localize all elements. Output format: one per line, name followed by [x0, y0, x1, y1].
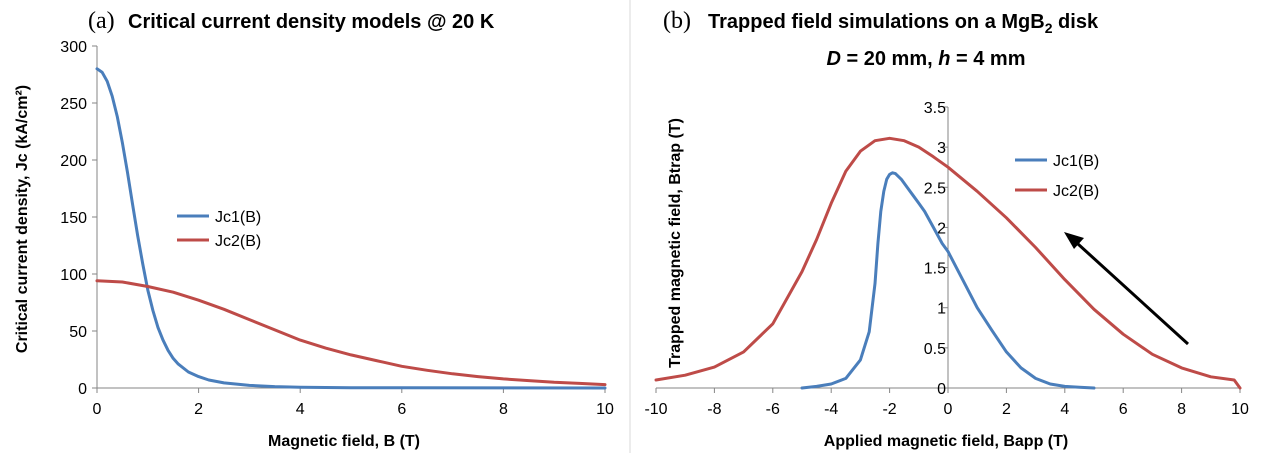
panel-a-tag: (a)	[88, 8, 115, 34]
panel-a-ylabel: Critical current density, Jc (kA/cm²)	[14, 85, 31, 353]
panel-b-title-subscript: 2	[1045, 20, 1053, 36]
panel-a-y-tick-label: 250	[60, 96, 87, 113]
panel-b-x-tick-label: -6	[766, 401, 780, 418]
trend-arrow-shaft	[1076, 242, 1190, 346]
panel-b-legend: Jc1(B) Jc2(B)	[1015, 153, 1099, 200]
panel-a-legend-label: Jc1(B)	[215, 209, 261, 226]
panel-b-x-tick-label: 6	[1119, 401, 1128, 418]
panel-b-y-tick-label: 3.5	[924, 100, 946, 117]
panel-b: (b) Trapped field simulations on a MgB2 …	[644, 8, 1249, 450]
panel-b-y-tick-label: 0.5	[924, 341, 946, 358]
panel-a-y-tick-label: 50	[69, 324, 87, 341]
panel-a-y-tick-label: 0	[78, 381, 87, 398]
panel-b-legend-label: Jc1(B)	[1053, 153, 1099, 170]
panel-b-subtitle-h-value: = 4 mm	[950, 48, 1025, 70]
trend-arrow	[1064, 232, 1190, 346]
panel-b-legend-label: Jc2(B)	[1053, 183, 1099, 200]
panel-a-x-tick-label: 2	[194, 401, 203, 418]
panel-b-xlabel: Applied magnetic field, Bapp (T)	[824, 433, 1068, 450]
panel-b-subtitle-h: h	[938, 48, 950, 70]
panel-a-x-tick-label: 0	[93, 401, 102, 418]
panel-a-y-tick-label: 200	[60, 153, 87, 170]
panel-b-x-tick-label: 10	[1231, 401, 1249, 418]
trend-arrow-head	[1064, 232, 1084, 249]
panel-b-series-jc1-b	[800, 171, 1096, 390]
panel-b-tag: (b)	[663, 8, 691, 34]
panel-b-y-tick-label: 1.5	[924, 261, 946, 278]
panel-a-legend-label: Jc2(B)	[215, 233, 261, 250]
panel-b-title-suffix: disk	[1053, 11, 1099, 33]
panel-b-y-tick-label: 3	[937, 140, 946, 157]
panel-a-y-tick-label: 150	[60, 210, 87, 227]
panel-b-subtitle-d-value: = 20 mm,	[841, 48, 938, 70]
panel-a-legend: Jc1(B) Jc2(B)	[177, 209, 261, 250]
panel-a-x-tick-label: 4	[296, 401, 305, 418]
panel-b-y-tick-label: 1	[937, 301, 946, 318]
panel-a-series-jc1-b	[95, 67, 607, 390]
panel-a-y-tick-label: 300	[60, 39, 87, 56]
panel-b-subtitle: D = 20 mm, h = 4 mm	[827, 48, 1026, 70]
panel-b-y-tick-label: 2.5	[924, 180, 946, 197]
panel-b-x-tick-label: -8	[707, 401, 721, 418]
panel-a-series	[95, 67, 607, 390]
panel-a-x-tick-label: 6	[397, 401, 406, 418]
panel-a-x-tick-label: 8	[499, 401, 508, 418]
panel-a-y-tick-label: 100	[60, 267, 87, 284]
panel-b-series-jc2-b	[654, 136, 1242, 390]
panel-b-y-tick-label: 2	[937, 220, 946, 237]
panel-a-xlabel: Magnetic field, B (T)	[268, 433, 420, 450]
panel-b-x-tick-label: 0	[944, 401, 953, 418]
panel-a-series-jc2-b	[95, 279, 607, 387]
panel-a-title: Critical current density models @ 20 K	[128, 11, 495, 33]
panel-b-x-tick-label: 4	[1060, 401, 1069, 418]
panel-b-x-tick-label: 8	[1177, 401, 1186, 418]
panel-a: (a) Critical current density models @ 20…	[14, 8, 614, 450]
panel-b-title-main: Trapped field simulations on a MgB	[708, 11, 1045, 33]
panel-b-ylabel: Trapped magnetic field, Btrap (T)	[667, 118, 684, 368]
panel-b-subtitle-d: D	[827, 48, 841, 70]
panel-b-title: Trapped field simulations on a MgB2 disk	[708, 11, 1099, 36]
panel-b-x-tick-label: 2	[1002, 401, 1011, 418]
panel-b-y-tick-label: 0	[937, 381, 946, 398]
panel-a-x-tick-label: 10	[596, 401, 614, 418]
panel-b-x-tick-label: -4	[824, 401, 838, 418]
panel-b-x-tick-label: -10	[644, 401, 667, 418]
panel-b-x-tick-label: -2	[882, 401, 896, 418]
panel-b-axes: -10 -8 -6 -4 -2 0 2 4 6 8 10 0 0.5 1 1.5 2 2.5 3 3.5	[644, 100, 1249, 418]
panel-b-series	[654, 136, 1242, 390]
